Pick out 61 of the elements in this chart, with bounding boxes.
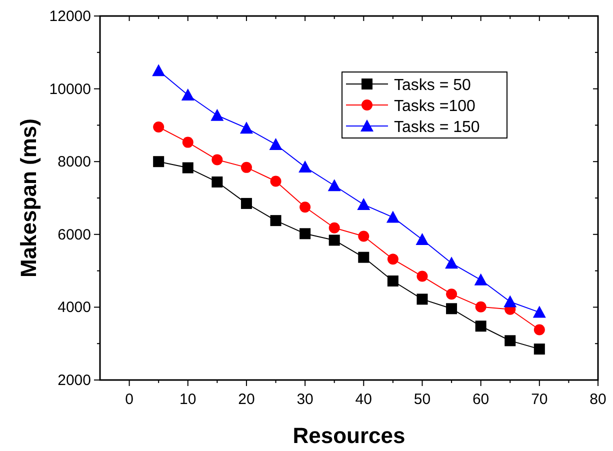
y-tick-label: 4000 [58, 299, 91, 316]
y-tick-label: 12000 [49, 8, 91, 25]
legend-label: Tasks = 50 [394, 77, 472, 94]
point [475, 320, 486, 332]
point [416, 294, 428, 305]
point [534, 344, 545, 355]
point [386, 210, 400, 223]
point [153, 122, 164, 133]
point [504, 295, 517, 308]
point [416, 270, 428, 282]
point [534, 324, 545, 336]
y-tick-label: 2000 [58, 372, 91, 389]
y-tick-label: 10000 [49, 80, 91, 98]
x-tick-label: 10 [180, 391, 196, 408]
point [532, 306, 546, 318]
point [474, 273, 488, 286]
point [300, 228, 311, 240]
x-tick-label: 50 [414, 391, 431, 408]
x-tick-label: 0 [125, 391, 134, 408]
point [210, 108, 224, 121]
point [446, 303, 458, 314]
point [357, 198, 370, 210]
point [181, 88, 194, 100]
point [153, 156, 164, 168]
point [475, 301, 486, 312]
legend-label: Tasks = 150 [394, 119, 480, 136]
x-tick-label: 70 [531, 391, 548, 408]
y-axis-title: Makespan (ms) [16, 118, 41, 278]
point [358, 230, 370, 242]
point [212, 176, 223, 188]
x-tick-label: 60 [472, 391, 490, 408]
point [328, 222, 340, 234]
point [504, 335, 516, 346]
point [152, 64, 166, 76]
point [358, 252, 370, 263]
point [269, 138, 282, 150]
point [446, 288, 458, 300]
point [445, 256, 458, 269]
point [328, 234, 340, 246]
x-tick-label: 30 [296, 391, 314, 408]
point [240, 162, 252, 173]
point [240, 198, 252, 209]
y-tick-label: 8000 [58, 154, 91, 171]
point [182, 162, 194, 174]
x-tick-label: 20 [238, 391, 255, 408]
point [240, 122, 253, 134]
point [270, 215, 282, 226]
x-tick-label: 80 [590, 391, 606, 408]
point [387, 254, 398, 265]
x-axis-title: Resources [292, 423, 406, 448]
point [328, 179, 341, 192]
point [270, 176, 282, 187]
point [212, 154, 223, 166]
x-tick-label: 40 [355, 391, 372, 408]
point [416, 232, 429, 245]
point [298, 160, 312, 173]
point [182, 136, 194, 148]
legend-label: Tasks =100 [394, 98, 476, 115]
point [387, 275, 398, 286]
y-tick-label: 6000 [58, 226, 91, 244]
point [300, 202, 311, 213]
